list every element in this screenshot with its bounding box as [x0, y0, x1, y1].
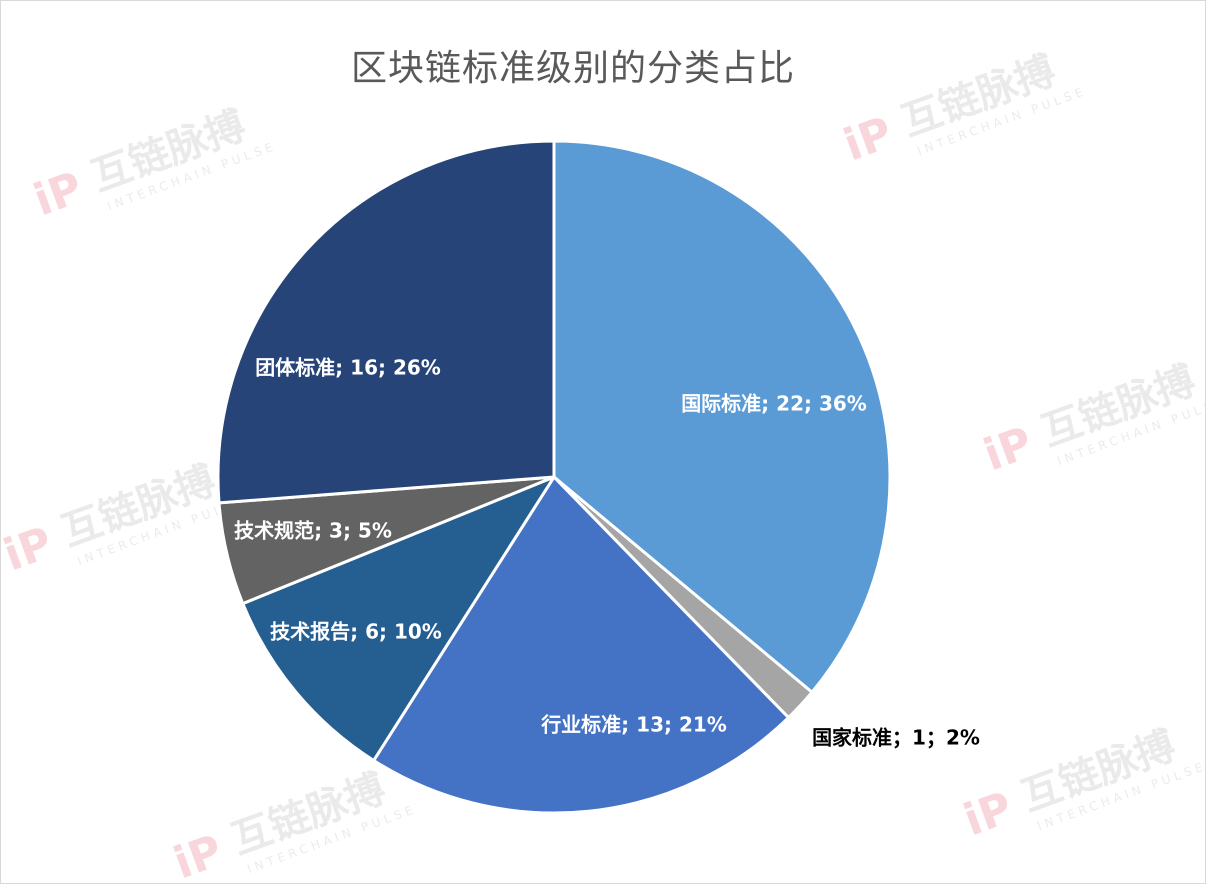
watermark-logo-icon: iP	[1, 517, 59, 581]
watermark-logo-icon: iP	[27, 162, 89, 226]
pie-slice-3	[372, 475, 791, 815]
pie-slice-4	[241, 475, 556, 763]
data-label-6: 团体标准; 16; 26%	[255, 356, 441, 380]
watermark-logo-icon: iP	[977, 417, 1039, 481]
data-label-1: 国际标准; 22; 36%	[681, 392, 867, 416]
pie-slice-1	[552, 139, 892, 694]
data-label-2: 国家标准；1；2%	[812, 726, 980, 750]
pie-labels: 国际标准; 22; 36% 国家标准；1；2% 行业标准; 13; 21% 技术报告;…	[234, 356, 980, 750]
watermark-logo-icon: iP	[167, 825, 229, 885]
watermark-logo-icon: iP	[837, 107, 899, 171]
data-label-4: 技术报告; 6; 10%	[270, 620, 442, 644]
chart-title: 区块链标准级别的分类占比	[350, 48, 795, 89]
data-label-5: 技术规范; 3; 5%	[234, 519, 392, 543]
pie-slice-6	[216, 139, 556, 505]
pie-slices	[216, 139, 892, 815]
watermark-logo-icon: iP	[957, 782, 1019, 846]
data-label-3: 行业标准; 13; 21%	[540, 713, 727, 737]
